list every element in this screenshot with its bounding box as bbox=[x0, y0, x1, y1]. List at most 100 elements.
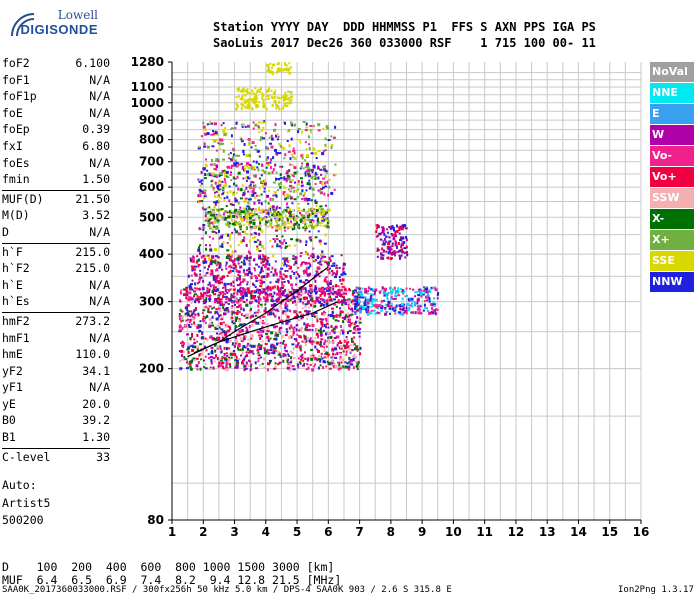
echo-point bbox=[296, 171, 299, 174]
echo-point bbox=[391, 225, 394, 229]
echo-point bbox=[235, 121, 238, 124]
echo-point bbox=[213, 194, 216, 198]
x-tick-label: 7 bbox=[355, 525, 363, 539]
echo-point bbox=[319, 330, 323, 334]
echo-point bbox=[222, 367, 225, 370]
echo-point bbox=[288, 67, 291, 71]
echo-point bbox=[337, 316, 340, 319]
echo-point bbox=[339, 340, 342, 344]
echo-point bbox=[209, 218, 212, 221]
echo-point bbox=[401, 244, 404, 246]
echo-point bbox=[278, 100, 281, 104]
echo-point bbox=[274, 239, 277, 243]
echo-point bbox=[385, 235, 388, 238]
echo-point bbox=[239, 265, 243, 269]
echo-point bbox=[261, 184, 264, 188]
echo-point bbox=[350, 363, 354, 366]
echo-point bbox=[188, 343, 191, 347]
echo-point bbox=[249, 183, 252, 186]
echo-point bbox=[273, 95, 276, 99]
echo-point bbox=[248, 359, 250, 362]
echo-point bbox=[217, 364, 220, 368]
echo-point bbox=[232, 176, 235, 180]
echo-point bbox=[179, 299, 182, 303]
echo-point bbox=[303, 334, 306, 337]
echo-point bbox=[321, 253, 325, 256]
echo-point bbox=[277, 189, 279, 192]
echo-point bbox=[270, 331, 274, 335]
echo-point bbox=[240, 329, 243, 332]
echo-point bbox=[400, 248, 403, 252]
echo-point bbox=[310, 238, 313, 242]
echo-point bbox=[279, 173, 282, 177]
echo-point bbox=[337, 299, 340, 302]
echo-point bbox=[235, 213, 239, 216]
echo-point bbox=[213, 293, 217, 296]
echo-point bbox=[232, 222, 235, 226]
echo-point bbox=[214, 218, 217, 221]
echo-point bbox=[282, 99, 286, 102]
echo-point bbox=[359, 290, 363, 294]
echo-point bbox=[223, 346, 226, 350]
echo-point bbox=[389, 225, 393, 228]
echo-point bbox=[311, 300, 315, 303]
echo-point bbox=[226, 249, 230, 252]
echo-point bbox=[186, 309, 189, 312]
echo-point bbox=[254, 269, 257, 272]
echo-point bbox=[305, 244, 307, 246]
echo-point bbox=[366, 305, 370, 309]
echo-point bbox=[360, 293, 364, 297]
echo-point bbox=[287, 244, 291, 247]
echo-point bbox=[323, 346, 326, 349]
echo-point bbox=[202, 279, 205, 283]
echo-point bbox=[225, 223, 228, 227]
echo-point bbox=[321, 298, 324, 301]
echo-point bbox=[281, 278, 284, 280]
echo-point bbox=[227, 303, 230, 305]
echo-point bbox=[229, 209, 231, 213]
echo-point bbox=[248, 208, 252, 211]
echo-point bbox=[258, 227, 261, 231]
echo-point bbox=[301, 214, 305, 218]
echo-point bbox=[259, 328, 262, 332]
param-row: hmF1 N/A bbox=[2, 331, 110, 348]
echo-point bbox=[241, 230, 244, 233]
echo-point bbox=[258, 131, 261, 133]
echo-point bbox=[291, 209, 294, 212]
echo-point bbox=[236, 277, 239, 281]
echo-point bbox=[233, 219, 237, 222]
echo-point bbox=[287, 97, 290, 101]
param-row: yE 20.0 bbox=[2, 397, 110, 414]
echo-point bbox=[218, 138, 222, 142]
echo-point bbox=[178, 313, 181, 316]
echo-point bbox=[226, 274, 229, 277]
echo-point bbox=[282, 185, 285, 188]
echo-point bbox=[317, 329, 320, 332]
echo-point bbox=[305, 197, 308, 200]
echo-point bbox=[325, 260, 327, 263]
echo-point bbox=[283, 176, 286, 180]
echo-point bbox=[220, 218, 224, 221]
echo-point bbox=[191, 279, 194, 282]
echo-point bbox=[202, 309, 206, 312]
echo-point bbox=[219, 180, 222, 183]
echo-point bbox=[303, 192, 306, 195]
echo-point bbox=[247, 201, 250, 205]
echo-point bbox=[293, 157, 297, 160]
x-tick-label: 15 bbox=[601, 525, 618, 539]
echo-point bbox=[295, 283, 297, 286]
echo-point bbox=[228, 225, 231, 229]
echo-point bbox=[383, 294, 386, 297]
echo-point bbox=[337, 301, 340, 304]
echo-point bbox=[294, 310, 298, 313]
echo-point bbox=[281, 165, 284, 168]
echo-point bbox=[332, 316, 335, 320]
echo-point bbox=[263, 309, 267, 313]
echo-point bbox=[266, 329, 269, 332]
param-value: 6.100 bbox=[75, 56, 110, 70]
echo-point bbox=[197, 361, 200, 364]
echo-point bbox=[389, 227, 393, 230]
echo-point bbox=[210, 172, 214, 175]
echo-point bbox=[382, 290, 385, 294]
echo-point bbox=[252, 165, 256, 169]
